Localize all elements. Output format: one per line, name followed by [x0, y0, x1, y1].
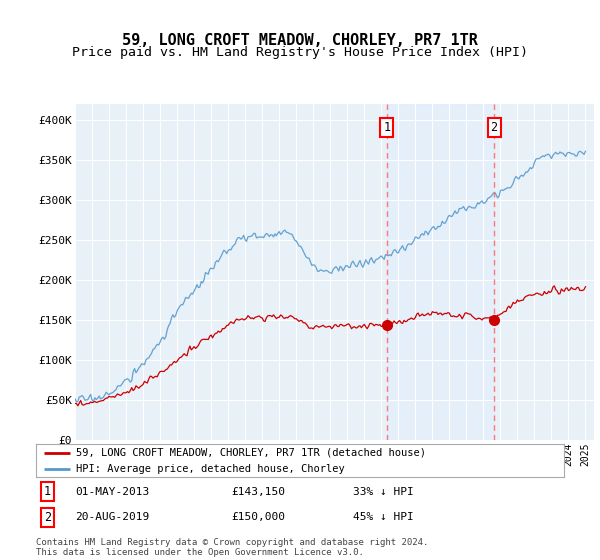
- Text: £143,150: £143,150: [232, 487, 286, 497]
- Text: 20-AUG-2019: 20-AUG-2019: [76, 512, 150, 522]
- Text: 2: 2: [491, 121, 497, 134]
- Text: Price paid vs. HM Land Registry's House Price Index (HPI): Price paid vs. HM Land Registry's House …: [72, 46, 528, 59]
- Bar: [387, 104, 494, 440]
- Text: 59, LONG CROFT MEADOW, CHORLEY, PR7 1TR (detached house): 59, LONG CROFT MEADOW, CHORLEY, PR7 1TR …: [76, 447, 425, 458]
- Text: 59, LONG CROFT MEADOW, CHORLEY, PR7 1TR: 59, LONG CROFT MEADOW, CHORLEY, PR7 1TR: [122, 33, 478, 48]
- Text: 1: 1: [44, 486, 51, 498]
- Text: 2: 2: [44, 511, 51, 524]
- Text: 01-MAY-2013: 01-MAY-2013: [76, 487, 150, 497]
- Text: HPI: Average price, detached house, Chorley: HPI: Average price, detached house, Chor…: [76, 464, 344, 474]
- Text: 45% ↓ HPI: 45% ↓ HPI: [353, 512, 413, 522]
- Text: 33% ↓ HPI: 33% ↓ HPI: [353, 487, 413, 497]
- Text: Contains HM Land Registry data © Crown copyright and database right 2024.
This d: Contains HM Land Registry data © Crown c…: [36, 538, 428, 557]
- Text: 1: 1: [383, 121, 391, 134]
- Text: £150,000: £150,000: [232, 512, 286, 522]
